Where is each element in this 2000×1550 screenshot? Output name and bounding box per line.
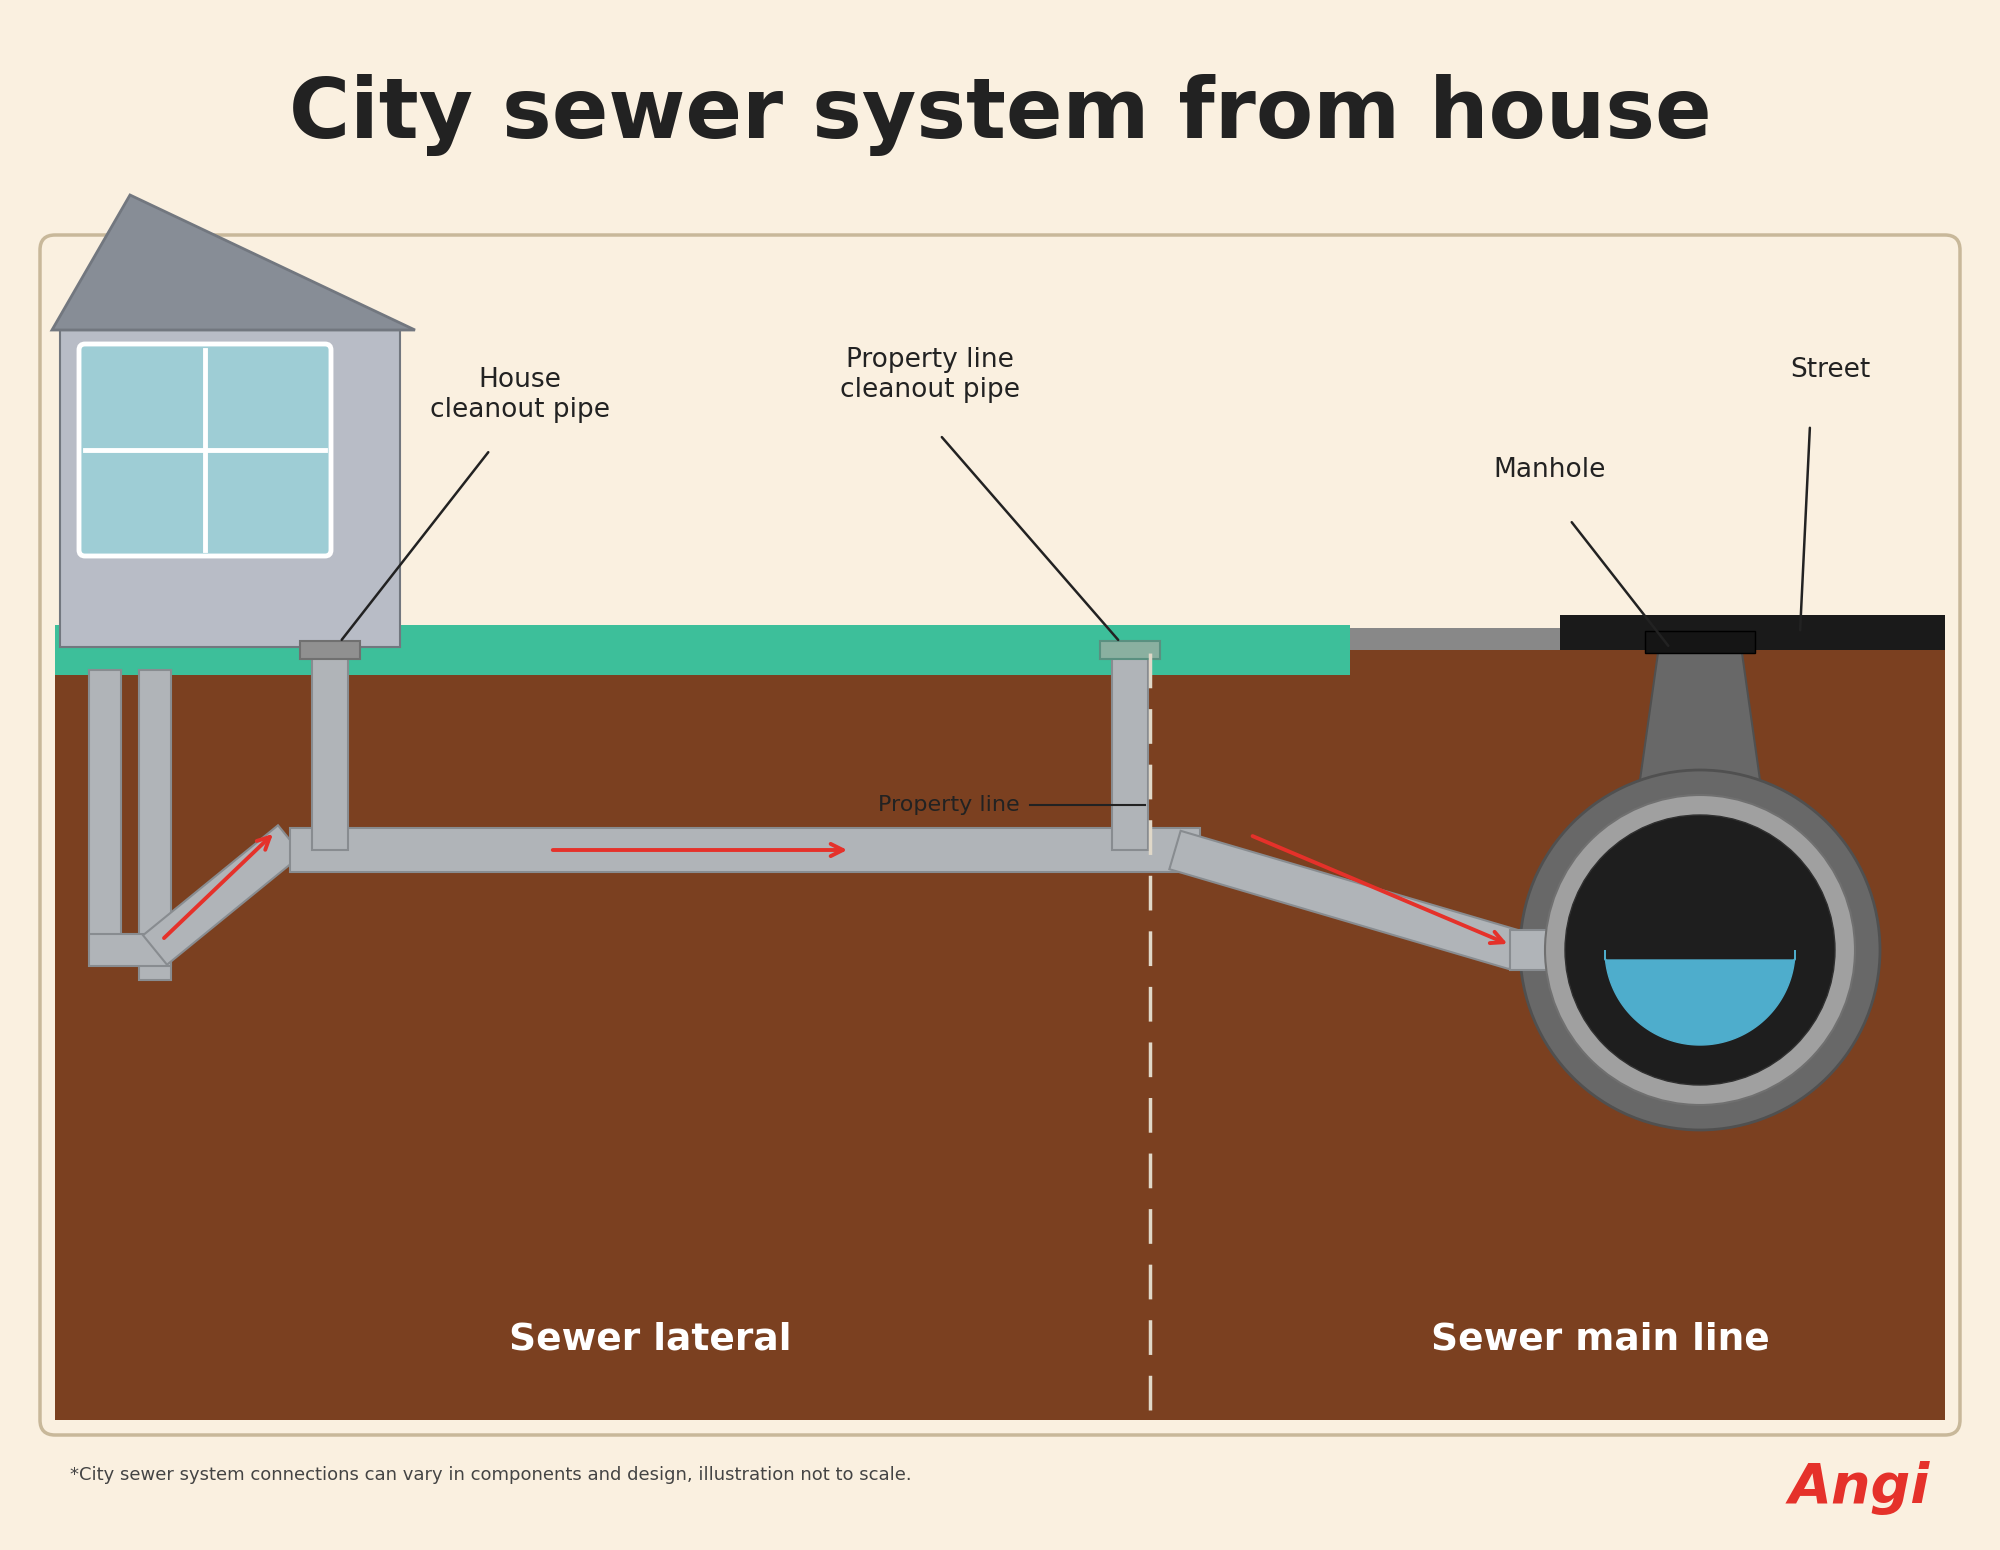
Bar [60, 330, 400, 646]
Text: Sewer lateral: Sewer lateral [508, 1322, 792, 1358]
Bar [1100, 642, 1160, 659]
Circle shape [1520, 770, 1880, 1130]
Text: House
cleanout pipe: House cleanout pipe [430, 367, 610, 423]
Circle shape [1564, 815, 1836, 1085]
FancyArrow shape [142, 825, 302, 964]
Bar [290, 828, 1200, 873]
Polygon shape [1604, 950, 1796, 1045]
Text: Street: Street [1790, 356, 1870, 383]
Bar [56, 645, 1944, 1420]
Bar [140, 670, 172, 980]
Circle shape [1544, 795, 1856, 1105]
Bar [1560, 615, 1944, 649]
Bar [1510, 930, 1584, 970]
Text: Angi: Angi [1788, 1462, 1930, 1514]
Text: Manhole: Manhole [1494, 457, 1606, 484]
Bar [88, 935, 172, 966]
FancyArrow shape [1170, 831, 1520, 969]
Bar [1644, 631, 1756, 653]
Bar [56, 625, 1350, 674]
Bar [300, 642, 360, 659]
Polygon shape [1640, 653, 1760, 780]
FancyBboxPatch shape [80, 344, 332, 556]
Text: Sewer main line: Sewer main line [1430, 1322, 1770, 1358]
Text: Property line
cleanout pipe: Property line cleanout pipe [840, 347, 1020, 403]
Bar [1112, 657, 1148, 849]
Text: Property line: Property line [878, 795, 1020, 815]
Bar [312, 657, 348, 849]
Bar [88, 670, 120, 950]
Bar [1350, 628, 1560, 649]
Text: City sewer system from house: City sewer system from house [288, 74, 1712, 157]
Polygon shape [52, 195, 416, 330]
Text: *City sewer system connections can vary in components and design, illustration n: *City sewer system connections can vary … [70, 1466, 912, 1483]
